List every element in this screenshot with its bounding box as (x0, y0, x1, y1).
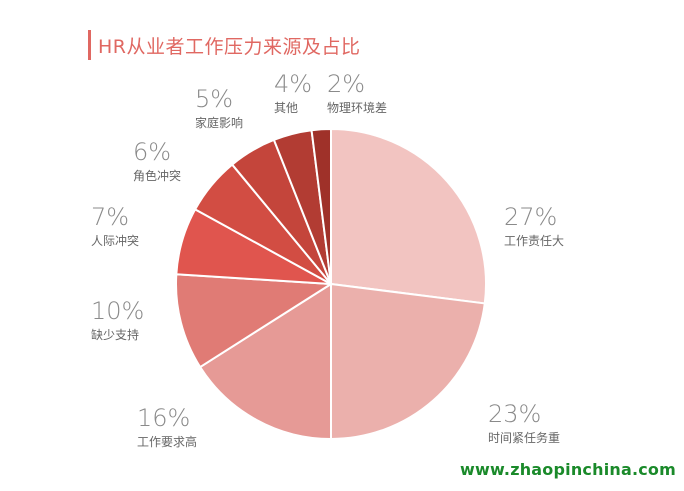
slice-percent: 2% (327, 70, 366, 98)
label-slice-6: 5% 家庭影响 (195, 85, 243, 131)
label-slice-4: 7% 人际冲突 (91, 203, 139, 249)
label-slice-7: 4% 其他 (274, 70, 312, 116)
watermark-url: www.zhaopinchina.com (460, 460, 676, 479)
label-slice-3: 10% 缺少支持 (91, 297, 144, 343)
label-slice-0: 27% 工作责任大 (504, 203, 564, 249)
slice-name: 其他 (274, 101, 299, 115)
label-slice-2: 16% 工作要求高 (137, 404, 197, 450)
pie-slice-3 (175, 273, 332, 369)
slice-name: 工作责任大 (504, 234, 565, 248)
slice-percent: 5% (195, 85, 234, 113)
slice-name: 工作要求高 (137, 435, 198, 449)
slice-percent: 6% (133, 138, 172, 166)
title-accent-bar (88, 30, 91, 60)
pie-slice-1 (330, 283, 486, 440)
pie-slice-0 (330, 128, 488, 305)
slice-name: 家庭影响 (195, 116, 244, 130)
pie-slice-2 (199, 283, 332, 440)
slice-name: 人际冲突 (91, 234, 140, 248)
slice-percent: 23% (488, 400, 542, 428)
slice-percent: 4% (274, 70, 313, 98)
slice-name: 缺少支持 (91, 328, 140, 342)
chart-title: HR从业者工作压力来源及占比 (98, 35, 361, 58)
chart-title-block: HR从业者工作压力来源及占比 (88, 29, 361, 61)
slice-percent: 27% (504, 203, 558, 231)
label-slice-8: 2% 物理环境差 (327, 70, 387, 116)
pie-slice-8 (310, 127, 332, 285)
slice-percent: 16% (137, 404, 191, 432)
slice-name: 时间紧任务重 (488, 431, 561, 445)
label-slice-1: 23% 时间紧任务重 (488, 400, 560, 446)
slice-percent: 7% (91, 203, 130, 231)
slice-name: 物理环境差 (327, 101, 388, 115)
slice-percent: 10% (91, 297, 145, 325)
slice-name: 角色冲突 (133, 169, 182, 183)
label-slice-5: 6% 角色冲突 (133, 138, 181, 184)
